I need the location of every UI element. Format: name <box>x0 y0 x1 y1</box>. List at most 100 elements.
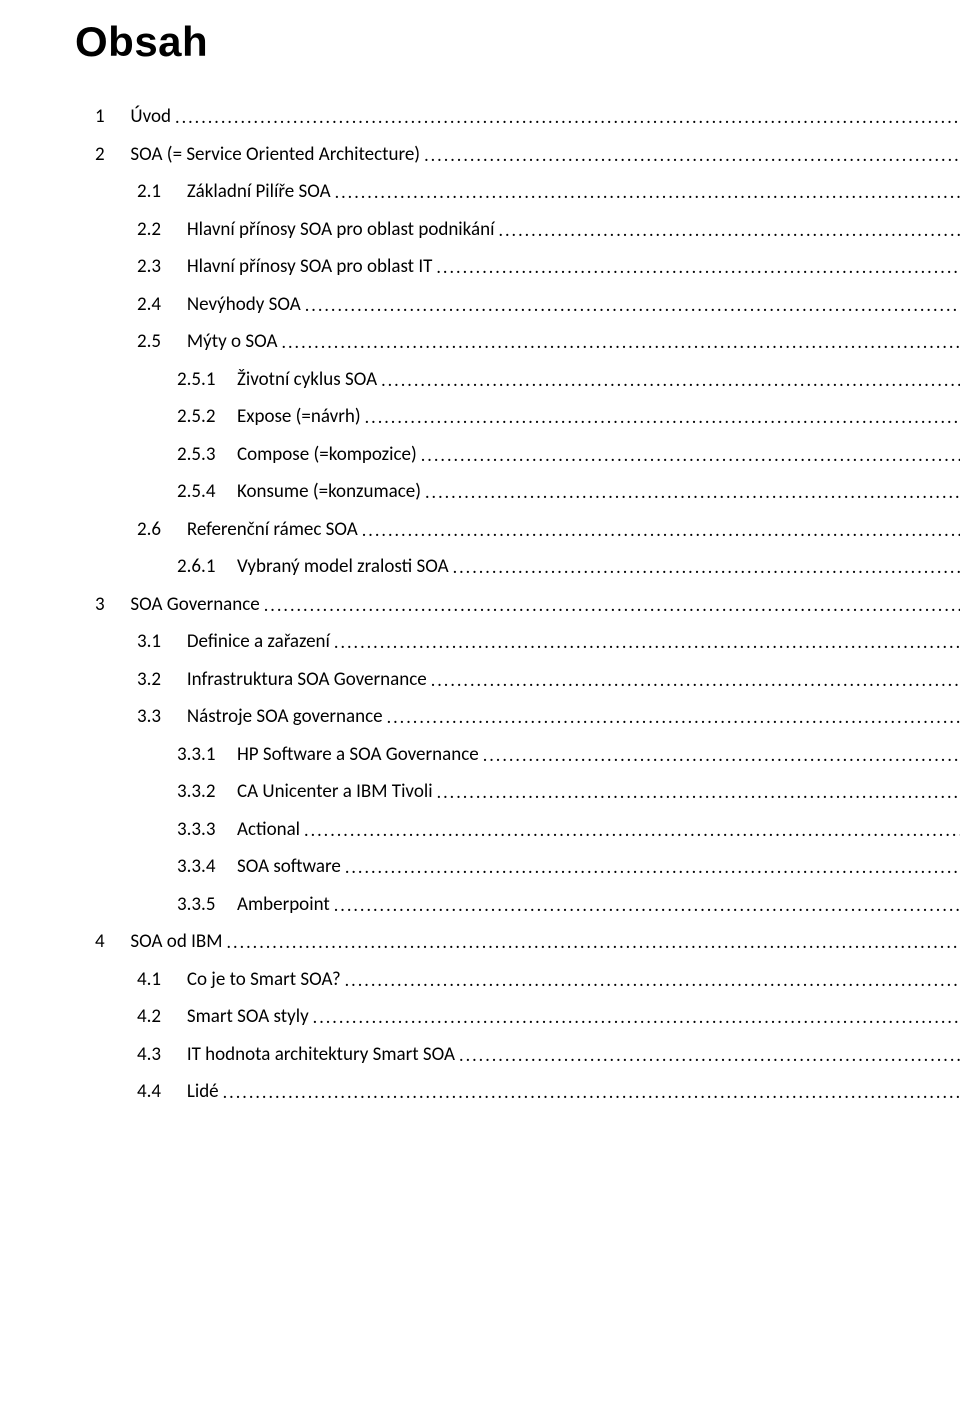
toc-entry-pad <box>215 891 236 920</box>
toc-entry-pad <box>161 1041 187 1070</box>
toc-entry: 2.4 Nevýhody SOA5 <box>95 291 960 320</box>
toc-entry-label: Hlavní přínosy SOA pro oblast IT <box>187 253 433 282</box>
toc-entry: 2.5.1 Životní cyklus SOA6 <box>95 366 960 395</box>
toc-entry: 3.3.4 SOA software13 <box>95 853 960 882</box>
page-title: Obsah <box>75 10 960 73</box>
toc-entry-pad <box>105 928 131 957</box>
toc-entry-pad <box>105 103 131 132</box>
toc-entry-label: Compose (=kompozice) <box>237 441 417 470</box>
toc-leader-dots <box>383 704 960 731</box>
toc-entry-label: SOA od IBM <box>130 928 222 957</box>
toc-entry: 4.3 IT hodnota architektury Smart SOA16 <box>95 1041 960 1070</box>
toc-entry-label: Vybraný model zralosti SOA <box>237 553 449 582</box>
toc-leader-dots <box>330 892 960 919</box>
table-of-contents: 1 Úvod1 2 SOA (= Service Oriented Archite… <box>95 103 960 1107</box>
toc-leader-dots <box>361 404 960 431</box>
toc-entry-label: Expose (=návrh) <box>237 403 361 432</box>
toc-entry-label: Nevýhody SOA <box>187 291 301 320</box>
toc-entry-number: 4.4 <box>137 1078 161 1107</box>
toc-entry-label: Úvod <box>130 103 171 132</box>
toc-leader-dots <box>432 254 960 281</box>
toc-entry-pad <box>215 853 236 882</box>
toc-entry-pad <box>105 591 131 620</box>
toc-entry-label: Konsume (=konzumace) <box>237 478 421 507</box>
toc-entry-label: Amberpoint <box>237 891 330 920</box>
toc-entry-number: 2 <box>95 141 105 170</box>
toc-entry: 1 Úvod1 <box>95 103 960 132</box>
toc-leader-dots <box>222 929 960 956</box>
toc-entry-number: 2.5.2 <box>177 403 215 432</box>
toc-entry-pad <box>215 441 236 470</box>
toc-leader-dots <box>494 217 960 244</box>
toc-entry-pad <box>215 778 236 807</box>
toc-leader-dots <box>449 554 960 581</box>
toc-entry-label: Infrastruktura SOA Governance <box>187 666 427 695</box>
toc-entry-pad <box>161 328 187 357</box>
toc-leader-dots <box>479 742 960 769</box>
toc-entry-label: Smart SOA styly <box>187 1003 309 1032</box>
toc-entry-number: 2.6 <box>137 516 161 545</box>
toc-entry: 4.2 Smart SOA styly15 <box>95 1003 960 1032</box>
toc-leader-dots <box>219 1079 960 1106</box>
toc-leader-dots <box>277 329 960 356</box>
toc-leader-dots <box>341 967 960 994</box>
toc-entry-pad <box>215 366 236 395</box>
toc-entry-label: SOA (= Service Oriented Architecture) <box>130 141 420 170</box>
toc-entry-pad <box>161 703 187 732</box>
toc-entry-pad <box>161 291 187 320</box>
toc-entry-pad <box>215 478 236 507</box>
toc-entry: 3.3 Nástroje SOA governance12 <box>95 703 960 732</box>
toc-entry-number: 3.3.4 <box>177 853 215 882</box>
toc-entry-label: Základní Pilíře SOA <box>187 178 331 207</box>
toc-leader-dots <box>421 479 960 506</box>
toc-leader-dots <box>420 142 960 169</box>
toc-leader-dots <box>300 817 960 844</box>
toc-entry: 3.1 Definice a zařazení10 <box>95 628 960 657</box>
toc-entry-pad <box>215 553 236 582</box>
toc-entry-label: IT hodnota architektury Smart SOA <box>187 1041 455 1070</box>
toc-entry-number: 2.5 <box>137 328 161 357</box>
toc-leader-dots <box>301 292 960 319</box>
toc-leader-dots <box>260 592 960 619</box>
toc-entry-label: CA Unicenter a IBM Tivoli <box>237 778 433 807</box>
toc-entry-label: Lidé <box>187 1078 219 1107</box>
toc-entry-number: 4.1 <box>137 966 161 995</box>
toc-entry-label: SOA software <box>237 853 341 882</box>
toc-entry-label: Actional <box>237 816 300 845</box>
toc-entry-pad <box>161 966 187 995</box>
toc-entry-label: Co je to Smart SOA? <box>187 966 341 995</box>
toc-leader-dots <box>309 1004 960 1031</box>
toc-entry: 2.6 Referenční rámec SOA7 <box>95 516 960 545</box>
toc-entry-label: HP Software a SOA Governance <box>237 741 479 770</box>
toc-entry-number: 2.5.3 <box>177 441 215 470</box>
toc-entry: 3.3.3 Actional13 <box>95 816 960 845</box>
toc-leader-dots <box>427 667 960 694</box>
toc-leader-dots <box>330 629 960 656</box>
toc-leader-dots <box>331 179 960 206</box>
toc-entry: 4 SOA od IBM15 <box>95 928 960 957</box>
toc-entry-pad <box>161 1078 187 1107</box>
toc-entry: 3.2 Infrastruktura SOA Governance10 <box>95 666 960 695</box>
toc-entry: 3.3.5 Amberpoint13 <box>95 891 960 920</box>
toc-entry: 2.5.3 Compose (=kompozice)7 <box>95 441 960 470</box>
toc-entry: 3 SOA Governance10 <box>95 591 960 620</box>
toc-entry-pad <box>105 141 131 170</box>
toc-entry-pad <box>161 516 187 545</box>
toc-entry-number: 2.4 <box>137 291 161 320</box>
toc-entry-number: 2.2 <box>137 216 161 245</box>
toc-entry-label: Nástroje SOA governance <box>187 703 383 732</box>
toc-entry: 3.3.1 HP Software a SOA Governance12 <box>95 741 960 770</box>
toc-entry-pad <box>161 666 187 695</box>
toc-leader-dots <box>171 104 960 131</box>
toc-leader-dots <box>341 854 960 881</box>
toc-entry: 4.1 Co je to Smart SOA?15 <box>95 966 960 995</box>
toc-entry-pad <box>161 216 187 245</box>
toc-entry-number: 2.5.1 <box>177 366 215 395</box>
toc-entry-pad <box>161 1003 187 1032</box>
toc-leader-dots <box>417 442 960 469</box>
toc-leader-dots <box>377 367 960 394</box>
toc-entry-pad <box>215 816 236 845</box>
toc-entry-pad <box>161 628 187 657</box>
toc-entry-label: Hlavní přínosy SOA pro oblast podnikání <box>187 216 495 245</box>
toc-entry-pad <box>215 403 236 432</box>
